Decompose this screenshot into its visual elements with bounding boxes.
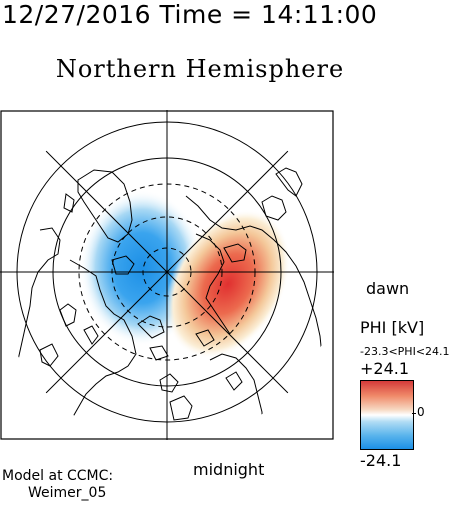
model-source-label: Model at CCMC: <box>2 468 114 484</box>
colorbar-range: -23.3<PHI<24.1 <box>360 345 450 358</box>
date-time-header: 12/27/2016 Time = 14:11:00 <box>2 0 378 29</box>
colorbar-max-label: +24.1 <box>360 359 410 378</box>
colorbar <box>360 380 414 450</box>
map-title: Northern Hemisphere <box>55 55 345 83</box>
colorbar-min-label: -24.1 <box>360 451 402 470</box>
midnight-label: midnight <box>193 460 265 479</box>
model-name-label: Weimer_05 <box>28 485 107 501</box>
meridians <box>0 110 334 440</box>
polar-map <box>0 110 338 443</box>
dawn-label: dawn <box>366 279 410 298</box>
colorbar-title: PHI [kV] <box>360 318 425 337</box>
potential-pattern <box>80 190 291 359</box>
colorbar-zero-label: 0 <box>417 405 425 419</box>
colorbar-zero-tick <box>412 413 416 414</box>
